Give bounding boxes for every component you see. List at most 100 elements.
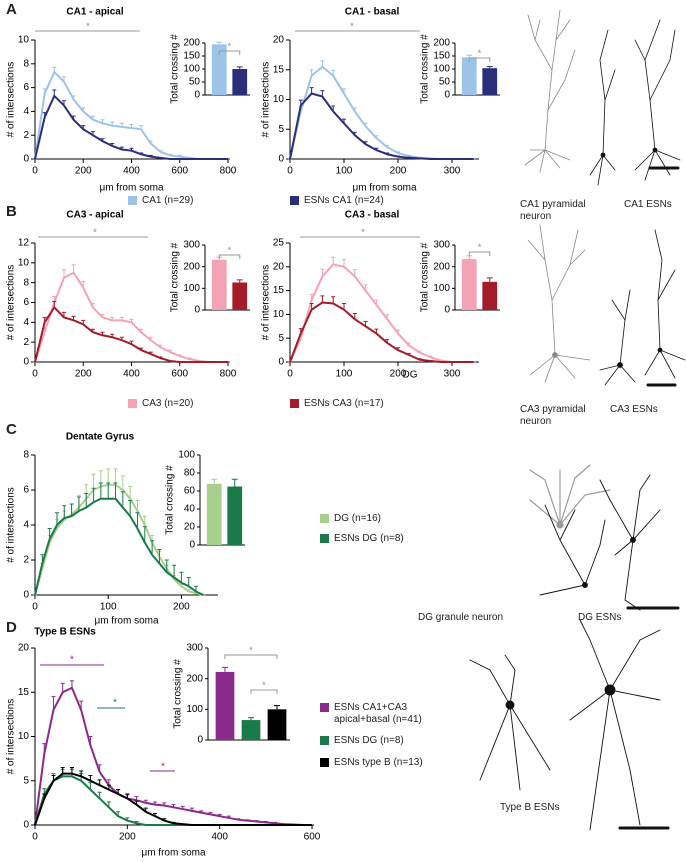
type-b-esn-drawing <box>469 619 670 831</box>
y-axis-label: # of intersections <box>6 265 17 341</box>
legend-swatch <box>320 534 329 543</box>
y-tick-label: 150 <box>433 51 450 62</box>
panel-letter: A <box>6 1 17 18</box>
error-bar <box>222 666 228 672</box>
legend-swatch <box>290 196 299 205</box>
y-tick-label: 2 <box>23 130 29 141</box>
legend-item: ESNs DG (n=8) <box>320 533 460 545</box>
legend-label: ESNs CA1+CA3 apical+basal (n=41) <box>334 702 422 725</box>
annotation: * <box>70 655 74 666</box>
error-bar <box>486 66 493 69</box>
error-bar <box>157 549 162 564</box>
series-line <box>289 301 474 363</box>
series-line <box>34 775 312 826</box>
error-bar <box>179 571 184 583</box>
y-tick-label: 0 <box>444 90 450 101</box>
legend-label: ESNs CA3 (n=17) <box>304 398 384 409</box>
y-tick-label: 5 <box>278 333 284 344</box>
annotation: * <box>228 246 232 257</box>
annotation: * <box>113 698 117 709</box>
y-tick-label: 10 <box>273 94 285 105</box>
error-bar <box>60 766 65 774</box>
y-tick-label: 0 <box>197 735 203 746</box>
y-tick-label: 0 <box>23 154 29 165</box>
error-bar <box>164 559 169 573</box>
legend-label: ESNs type B (n=13) <box>334 757 423 768</box>
y-tick-label: 5 <box>278 124 284 135</box>
bar <box>482 281 498 310</box>
x-tick-label: 200 <box>390 166 407 177</box>
error-bar <box>54 512 59 525</box>
annotation: * <box>249 646 253 657</box>
chart-title: Type B ESNs <box>34 627 96 638</box>
error-bar <box>62 505 67 518</box>
y-axis-label: Total crossing # <box>420 34 431 104</box>
y-tick-label: 25 <box>273 238 285 249</box>
error-bar <box>466 54 473 58</box>
y-tick-label: 200 <box>183 261 200 272</box>
annotation: * <box>361 228 365 239</box>
error-bar <box>486 277 493 282</box>
y-tick-label: 200 <box>186 673 203 684</box>
panel-letter: C <box>6 421 17 438</box>
y-tick-label: 4 <box>23 317 29 328</box>
annotation: * <box>262 681 266 692</box>
y-tick-label: 5 <box>23 775 29 786</box>
error-bar <box>69 766 74 774</box>
y-axis-label: # of intersections <box>261 62 272 138</box>
legend-label: ESNs DG (n=8) <box>334 735 404 746</box>
x-tick-label: 200 <box>390 369 407 380</box>
x-tick-label: 100 <box>336 369 353 380</box>
error-bar <box>331 256 336 265</box>
y-tick-label: 10 <box>18 35 30 46</box>
legend-item: ESNs type B (n=13) <box>320 757 460 769</box>
chart-title: CA3 - apical <box>66 210 123 221</box>
y-tick-label: 4 <box>23 106 29 117</box>
series-line <box>34 497 204 596</box>
y-tick-label: 0 <box>194 305 200 316</box>
error-bar <box>84 493 89 508</box>
y-tick-label: 15 <box>273 64 285 75</box>
x-tick-label: 0 <box>32 166 38 177</box>
legend-swatch <box>128 399 137 408</box>
legend-item: DG (n=16) <box>320 513 460 525</box>
y-tick-label: 200 <box>433 38 450 49</box>
y-axis-label: # of intersections <box>6 699 17 775</box>
error-bar <box>150 540 155 555</box>
y-tick-label: 50 <box>189 77 201 88</box>
x-axis-label: μm from soma <box>352 183 417 194</box>
y-tick-label: 100 <box>433 283 450 294</box>
x-tick-label: 100 <box>100 602 117 613</box>
y-tick-label: 40 <box>184 504 196 515</box>
error-bar <box>342 259 346 267</box>
y-tick-label: 60 <box>184 486 196 497</box>
error-bar <box>69 503 74 517</box>
legend-swatch <box>290 399 299 408</box>
x-axis-label: μm from soma <box>141 848 206 859</box>
error-bar <box>248 717 254 721</box>
annotation: DG <box>403 370 418 381</box>
error-bar <box>128 486 133 499</box>
x-tick-label: 800 <box>220 369 237 380</box>
error-bar <box>466 255 473 260</box>
annotation: * <box>478 49 482 60</box>
error-bar <box>69 680 74 688</box>
error-bar <box>60 682 65 693</box>
legend-label: ESNs DG (n=8) <box>334 533 404 544</box>
legend-label: CA3 (n=20) <box>142 398 194 409</box>
y-tick-label: 4 <box>23 520 29 531</box>
error-bar <box>98 482 103 499</box>
series-line <box>34 305 228 363</box>
bar <box>232 69 248 95</box>
y-axis-label: Total crossing # <box>170 34 181 104</box>
y-tick-label: 0 <box>444 305 450 316</box>
x-tick-label: 600 <box>171 369 188 380</box>
y-tick-label: 10 <box>273 309 285 320</box>
caption: CA1 ESNs <box>624 199 672 210</box>
y-tick-label: 8 <box>23 58 29 69</box>
error-bar <box>61 269 66 278</box>
error-bar <box>236 66 243 69</box>
panel-letter: B <box>6 203 17 220</box>
